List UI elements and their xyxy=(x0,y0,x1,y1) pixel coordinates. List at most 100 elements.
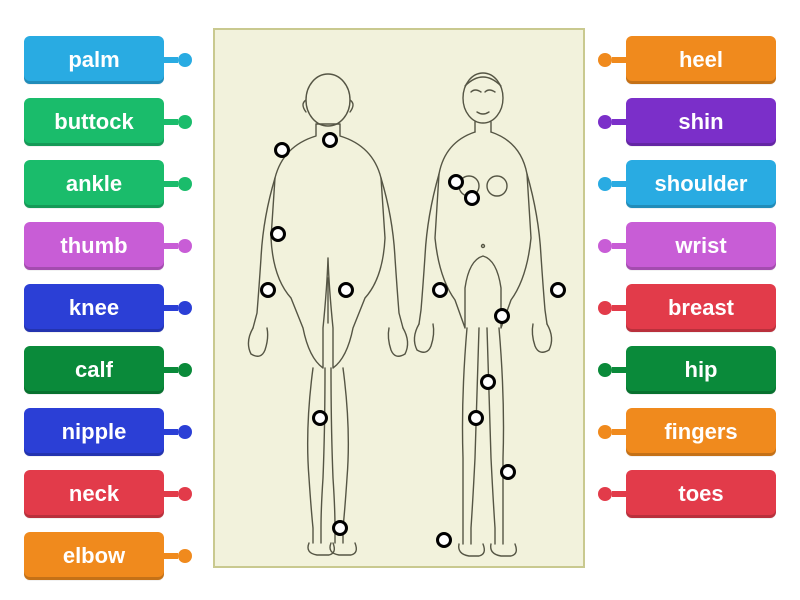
label-connector xyxy=(612,491,626,497)
label-pin xyxy=(178,53,192,67)
label-text: buttock xyxy=(54,109,133,135)
target-marker[interactable] xyxy=(436,532,452,548)
label-connector xyxy=(164,305,178,311)
label-pin xyxy=(598,301,612,315)
label-text: neck xyxy=(69,481,119,507)
target-marker[interactable] xyxy=(338,282,354,298)
target-marker[interactable] xyxy=(322,132,338,148)
label-toes[interactable]: toes xyxy=(598,470,776,518)
label-pin xyxy=(178,487,192,501)
label-palm[interactable]: palm xyxy=(24,36,192,84)
label-text: hip xyxy=(685,357,718,383)
label-pin xyxy=(178,425,192,439)
label-pin xyxy=(598,177,612,191)
label-connector xyxy=(164,367,178,373)
label-thumb[interactable]: thumb xyxy=(24,222,192,270)
label-body: ankle xyxy=(24,160,164,208)
label-body: hip xyxy=(626,346,776,394)
target-marker[interactable] xyxy=(464,190,480,206)
label-pin xyxy=(178,549,192,563)
label-text: elbow xyxy=(63,543,125,569)
target-marker[interactable] xyxy=(468,410,484,426)
target-marker[interactable] xyxy=(312,410,328,426)
target-marker[interactable] xyxy=(500,464,516,480)
target-marker[interactable] xyxy=(480,374,496,390)
label-pin xyxy=(598,425,612,439)
label-body: elbow xyxy=(24,532,164,580)
label-body: palm xyxy=(24,36,164,84)
label-elbow[interactable]: elbow xyxy=(24,532,192,580)
target-marker[interactable] xyxy=(260,282,276,298)
label-hip[interactable]: hip xyxy=(598,346,776,394)
label-connector xyxy=(164,57,178,63)
label-body: breast xyxy=(626,284,776,332)
label-buttock[interactable]: buttock xyxy=(24,98,192,146)
label-body: knee xyxy=(24,284,164,332)
label-knee[interactable]: knee xyxy=(24,284,192,332)
label-text: heel xyxy=(679,47,723,73)
label-body: toes xyxy=(626,470,776,518)
label-body: shoulder xyxy=(626,160,776,208)
label-text: toes xyxy=(678,481,723,507)
label-body: calf xyxy=(24,346,164,394)
label-text: nipple xyxy=(62,419,127,445)
label-heel[interactable]: heel xyxy=(598,36,776,84)
label-body: heel xyxy=(626,36,776,84)
label-connector xyxy=(164,181,178,187)
target-marker[interactable] xyxy=(448,174,464,190)
label-shoulder[interactable]: shoulder xyxy=(598,160,776,208)
label-connector xyxy=(612,181,626,187)
label-pin xyxy=(178,301,192,315)
label-text: calf xyxy=(75,357,113,383)
label-connector xyxy=(612,57,626,63)
label-shin[interactable]: shin xyxy=(598,98,776,146)
label-calf[interactable]: calf xyxy=(24,346,192,394)
label-text: knee xyxy=(69,295,119,321)
label-body: buttock xyxy=(24,98,164,146)
label-pin xyxy=(598,487,612,501)
activity-stage: palm buttock ankle thumb knee calf nipple neck e… xyxy=(0,0,800,600)
label-nipple[interactable]: nipple xyxy=(24,408,192,456)
label-pin xyxy=(178,239,192,253)
target-marker[interactable] xyxy=(550,282,566,298)
target-marker[interactable] xyxy=(432,282,448,298)
label-connector xyxy=(612,367,626,373)
label-connector xyxy=(164,429,178,435)
label-connector xyxy=(164,491,178,497)
label-body: shin xyxy=(626,98,776,146)
label-pin xyxy=(598,53,612,67)
label-text: ankle xyxy=(66,171,122,197)
label-connector xyxy=(164,553,178,559)
body-figures xyxy=(213,28,585,568)
label-connector xyxy=(612,119,626,125)
target-marker[interactable] xyxy=(274,142,290,158)
target-marker[interactable] xyxy=(332,520,348,536)
label-pin xyxy=(598,239,612,253)
label-fingers[interactable]: fingers xyxy=(598,408,776,456)
label-pin xyxy=(178,177,192,191)
label-pin xyxy=(178,115,192,129)
target-marker[interactable] xyxy=(494,308,510,324)
label-body: thumb xyxy=(24,222,164,270)
label-neck[interactable]: neck xyxy=(24,470,192,518)
label-pin xyxy=(598,363,612,377)
label-body: wrist xyxy=(626,222,776,270)
label-connector xyxy=(612,243,626,249)
label-text: palm xyxy=(68,47,119,73)
label-ankle[interactable]: ankle xyxy=(24,160,192,208)
label-text: shin xyxy=(678,109,723,135)
label-pin xyxy=(178,363,192,377)
label-body: neck xyxy=(24,470,164,518)
label-body: nipple xyxy=(24,408,164,456)
label-pin xyxy=(598,115,612,129)
label-connector xyxy=(612,305,626,311)
label-connector xyxy=(164,119,178,125)
label-text: shoulder xyxy=(655,171,748,197)
label-text: wrist xyxy=(675,233,726,259)
label-text: thumb xyxy=(60,233,127,259)
label-connector xyxy=(612,429,626,435)
label-connector xyxy=(164,243,178,249)
target-marker[interactable] xyxy=(270,226,286,242)
label-wrist[interactable]: wrist xyxy=(598,222,776,270)
label-breast[interactable]: breast xyxy=(598,284,776,332)
